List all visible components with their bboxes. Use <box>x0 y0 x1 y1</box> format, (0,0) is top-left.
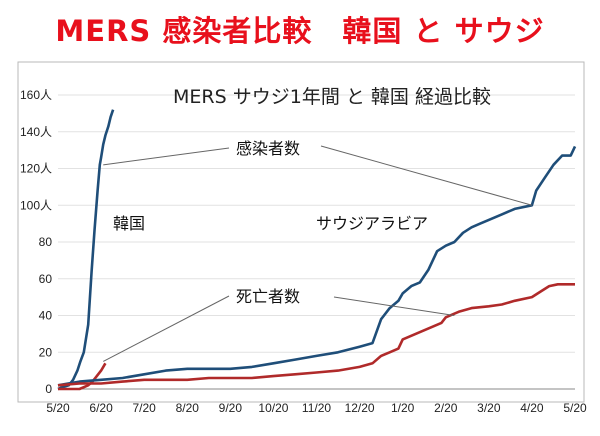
x-tick-label: 5/20 <box>563 401 587 415</box>
x-tick-label: 2/20 <box>434 401 458 415</box>
series-lines <box>57 109 577 391</box>
y-tick-label: 160人 <box>20 88 52 102</box>
annotation-leaders <box>103 145 533 362</box>
series-line-0 <box>57 109 115 391</box>
annotation-infected: 感染者数 <box>236 139 300 158</box>
x-tick-label: 5/20 <box>46 401 70 415</box>
x-tick-label: 10/20 <box>258 401 288 415</box>
headline: MERS 感染者比較 韓国 と サウジ <box>55 14 545 48</box>
annotation-saudi: サウジアラビア <box>316 214 428 233</box>
y-tick-label: 100人 <box>20 198 52 212</box>
chart-title: MERS サウジ1年間 と 韓国 経過比較 <box>173 86 491 108</box>
y-tick-label: 40 <box>39 309 53 323</box>
y-tick-label: 20 <box>39 345 53 359</box>
series-line-3 <box>57 282 575 387</box>
y-tick-label: 60 <box>39 272 53 286</box>
leader-deaths-saudi <box>333 296 455 316</box>
y-tick-label: 140人 <box>20 125 52 139</box>
y-axis: 0 20 40 60 80 100人 120人 140人 160人 <box>20 88 52 396</box>
x-tick-label: 12/20 <box>345 401 375 415</box>
annotation-deaths: 死亡者数 <box>236 287 300 306</box>
x-axis: 5/20 6/20 7/20 8/20 9/20 10/20 11/20 12/20 1/20 2… <box>46 401 587 415</box>
x-tick-label: 8/20 <box>176 401 200 415</box>
y-tick-label: 120人 <box>20 162 52 176</box>
series-line-2 <box>57 145 577 387</box>
x-tick-label: 1/20 <box>391 401 415 415</box>
y-tick-label: 80 <box>39 235 53 249</box>
x-tick-label: 4/20 <box>520 401 544 415</box>
x-tick-label: 3/20 <box>477 401 501 415</box>
chart-frame <box>17 61 585 403</box>
leader-infected-korea <box>103 147 230 166</box>
leader-infected-saudi <box>320 145 533 206</box>
x-tick-label: 9/20 <box>219 401 243 415</box>
x-tick-label: 7/20 <box>132 401 156 415</box>
gridlines <box>58 94 575 390</box>
x-tick-label: 6/20 <box>89 401 113 415</box>
y-tick-label: 0 <box>45 382 52 396</box>
x-tick-label: 11/20 <box>302 401 331 415</box>
annotation-korea: 韓国 <box>113 214 145 233</box>
leader-deaths-korea <box>103 295 230 362</box>
